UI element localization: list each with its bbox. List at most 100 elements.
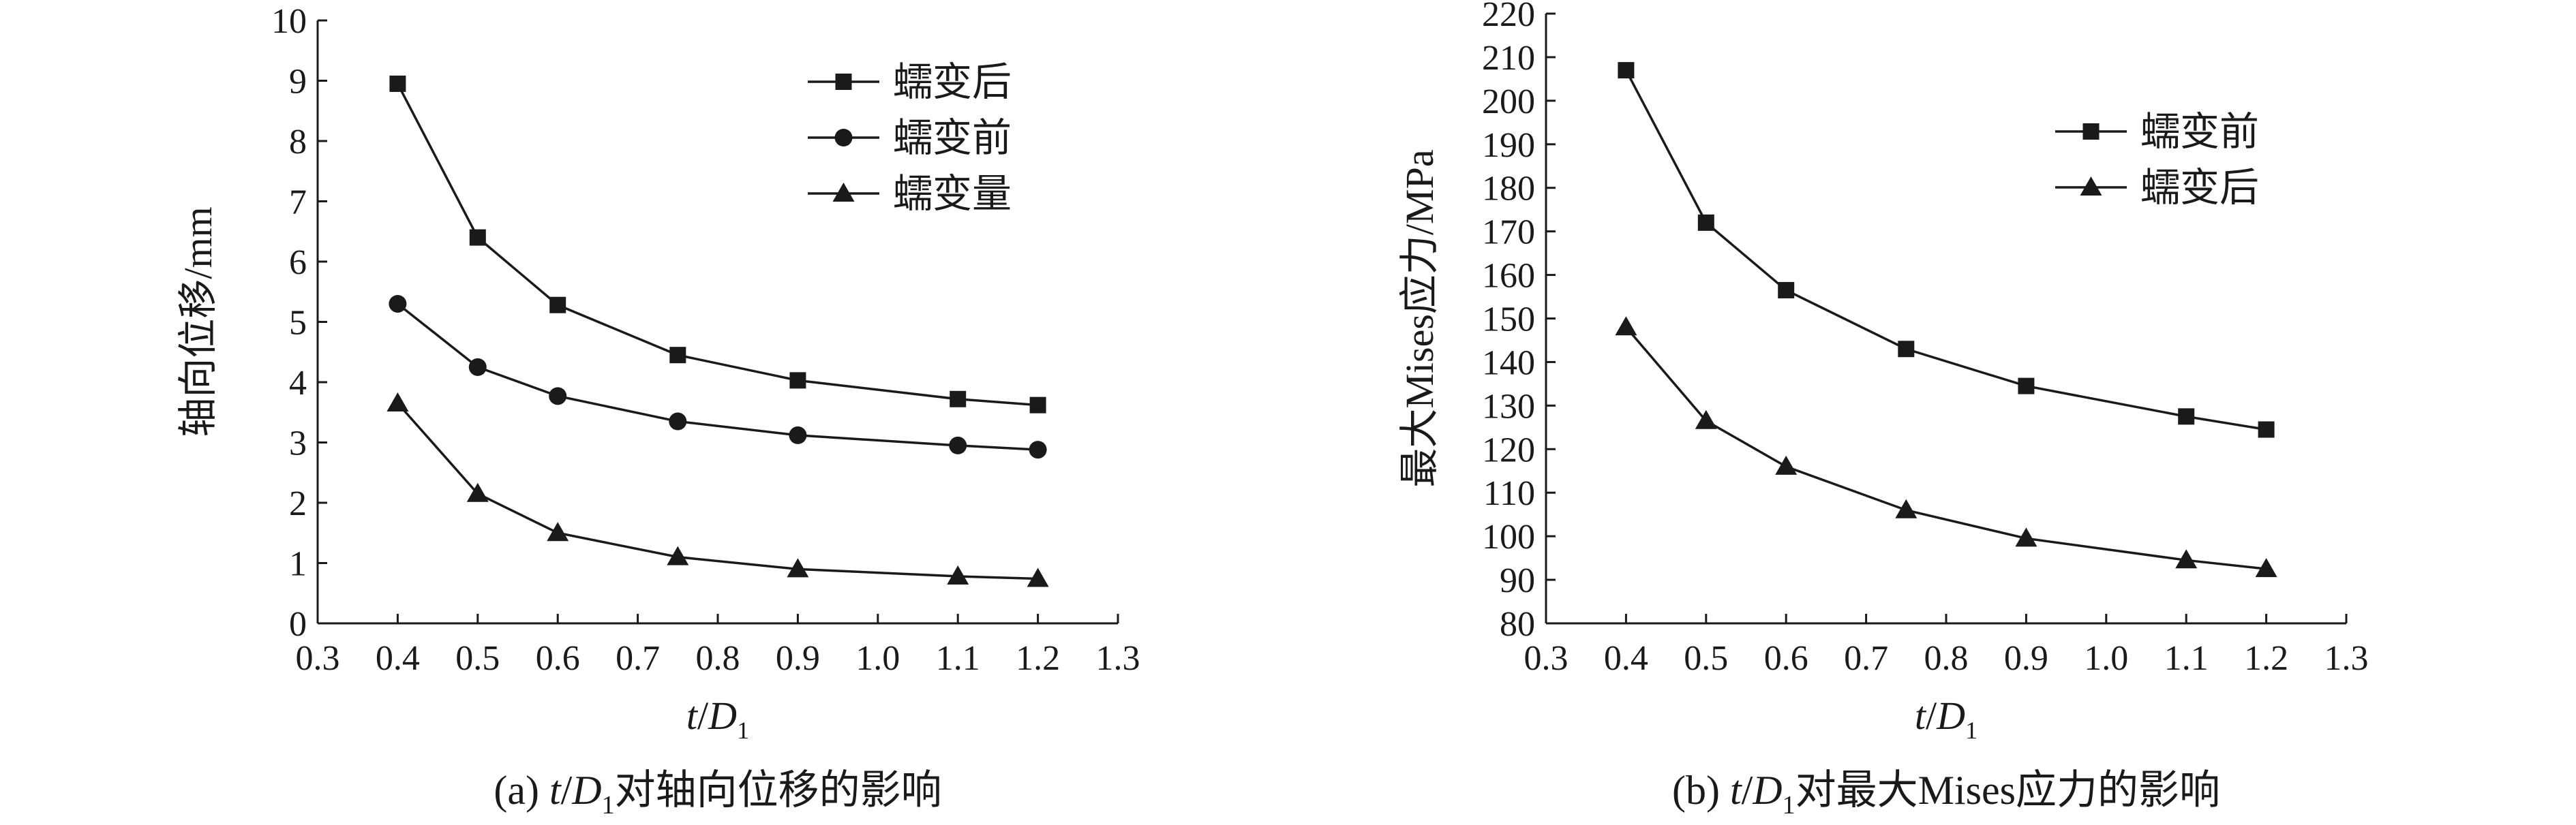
data-point	[547, 522, 569, 542]
x-tick-label: 0.7	[1844, 639, 1888, 678]
xlabel-subscript: 1	[737, 717, 749, 744]
data-point	[1775, 455, 1798, 475]
series-line-1	[397, 302, 1038, 451]
xlabel-d: D	[1936, 694, 1965, 738]
x-tick-label: 0.9	[2004, 639, 2048, 678]
chart-caption: (b) t/D1对最大Mises应力的影响	[1672, 768, 2220, 820]
y-tick-label: 180	[1482, 170, 1535, 208]
x-tick-label: 0.4	[376, 639, 420, 678]
y-tick-label: 4	[289, 364, 307, 403]
y-tick-label: 150	[1482, 300, 1535, 339]
xlabel-t: t	[686, 694, 699, 738]
legend-marker	[2082, 123, 2100, 140]
series-line-2	[397, 402, 1038, 580]
data-point	[1697, 214, 1714, 231]
chart-axial-displacement: 0.3 0.4 0.5 0.6 0.7 0.8 0.9 1.0 1.1 1.2 1.3 0 1 2 3 4 5 6…	[176, 2, 1140, 820]
data-point	[949, 436, 967, 454]
y-tick-label: 170	[1482, 213, 1535, 252]
y-axis-title: 最大Mises应力/MPa	[1397, 149, 1442, 487]
x-axis-title: t/D1	[1915, 694, 1978, 744]
series-line-1	[1625, 326, 2267, 570]
x-tick-label: 1.2	[1016, 639, 1060, 678]
caption-t: t	[549, 768, 562, 813]
data-point	[1027, 567, 1049, 587]
y-tick-label: 90	[1500, 561, 1535, 600]
data-point	[389, 294, 407, 313]
caption-rest: 对轴向位移的影响	[615, 768, 942, 813]
data-point	[1898, 341, 1915, 358]
x-tick-label: 1.0	[2084, 639, 2128, 678]
y-tick-label: 210	[1482, 39, 1535, 78]
xlabel-t: t	[1915, 694, 1927, 738]
chart-max-mises-stress: 0.3 0.4 0.5 0.6 0.7 0.8 0.9 1.0 1.1 1.2 1.3 80 90 100…	[1397, 0, 2369, 820]
caption-prefix: (a)	[494, 768, 549, 813]
caption-d: D	[1752, 768, 1782, 813]
legend-label: 蠕变前	[893, 116, 1012, 160]
data-point	[789, 426, 807, 444]
y-tick-label: 130	[1482, 387, 1535, 426]
y-tick-label: 6	[289, 243, 307, 282]
legend-marker	[835, 74, 852, 90]
data-point	[1618, 62, 1635, 79]
caption-slash: /	[1742, 768, 1753, 813]
y-tick-label: 7	[289, 183, 307, 222]
y-tick-label: 160	[1482, 257, 1535, 296]
y-tick-label: 3	[289, 424, 307, 463]
y-tick-label: 8	[289, 123, 307, 161]
x-axis-title: t/D1	[686, 694, 749, 744]
x-tick-label: 1.0	[855, 639, 900, 678]
legend-label: 蠕变后	[2140, 166, 2259, 210]
data-point	[2175, 549, 2198, 569]
caption-slash: /	[561, 768, 573, 813]
chart-caption: (a) t/D1对轴向位移的影响	[494, 768, 941, 820]
data-point	[549, 387, 567, 405]
y-axis-title: 轴向位移/mm	[176, 206, 220, 437]
legend-marker	[2080, 176, 2102, 196]
data-point	[787, 558, 809, 578]
data-point	[387, 392, 409, 411]
xlabel-d: D	[708, 694, 737, 738]
y-tick-label: 10	[271, 2, 307, 41]
data-point	[1695, 409, 1717, 429]
data-point	[2178, 408, 2195, 425]
data-point	[1615, 316, 1637, 336]
data-point	[669, 412, 687, 431]
x-tick-label: 0.3	[1524, 639, 1569, 678]
x-tick-label: 1.3	[1096, 639, 1140, 678]
data-point	[389, 75, 406, 92]
x-tick-label: 0.8	[696, 639, 740, 678]
data-point	[1029, 441, 1047, 459]
data-point	[2018, 377, 2035, 394]
caption-rest: 对最大Mises应力的影响	[1795, 768, 2220, 813]
y-tick-label: 2	[289, 484, 307, 523]
x-tick-label: 1.3	[2324, 639, 2369, 678]
x-tick-label: 1.1	[2164, 639, 2209, 678]
xlabel-subscript: 1	[1965, 717, 1978, 744]
data-point	[789, 372, 806, 389]
data-point	[469, 229, 486, 246]
y-tick-label: 120	[1482, 431, 1535, 469]
x-tick-label: 0.3	[296, 639, 340, 678]
y-tick-label: 1	[289, 545, 307, 584]
caption-t: t	[1730, 768, 1742, 813]
data-point	[468, 358, 487, 376]
x-tick-label: 0.4	[1604, 639, 1648, 678]
y-tick-label: 0	[289, 605, 307, 644]
x-tick-label: 1.1	[936, 639, 980, 678]
x-tick-label: 0.6	[1764, 639, 1808, 678]
x-tick-label: 0.9	[776, 639, 820, 678]
data-point	[669, 347, 686, 364]
y-tick-label: 140	[1482, 343, 1535, 382]
y-tick-label: 220	[1482, 0, 1535, 34]
data-point	[1895, 499, 1918, 518]
data-point	[1029, 396, 1046, 414]
x-tick-label: 0.5	[1684, 639, 1728, 678]
data-point	[466, 482, 489, 502]
y-tick-label: 100	[1482, 518, 1535, 557]
caption-d: D	[571, 768, 601, 813]
legend-label: 蠕变后	[893, 60, 1012, 104]
legend-marker	[834, 129, 853, 146]
x-tick-label: 0.8	[1924, 639, 1969, 678]
data-point	[2258, 421, 2275, 438]
